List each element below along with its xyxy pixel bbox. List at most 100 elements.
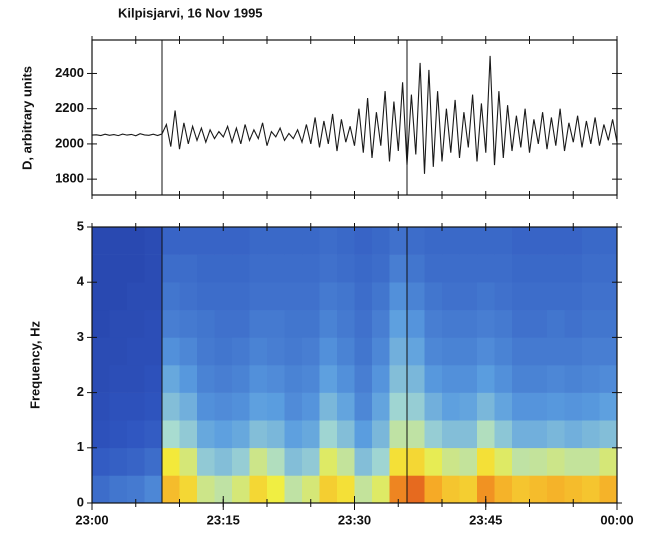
spectrogram-cell: [442, 475, 460, 504]
spectrogram-cell: [494, 420, 513, 449]
spectrogram-cell: [109, 420, 128, 449]
spectrogram-cell: [407, 365, 425, 393]
spectrogram-cell: [284, 420, 303, 449]
spectrogram-cell: [214, 337, 233, 366]
spectrogram-cell: [267, 227, 285, 255]
spectrogram-cell: [599, 365, 618, 393]
spectrogram-cell: [92, 475, 110, 504]
spectrogram-cell: [529, 227, 548, 255]
spectrogram-cell: [442, 227, 460, 255]
spectrogram-cell: [564, 365, 583, 393]
spectrogram-cell: [354, 309, 373, 338]
spectrogram-cell: [232, 365, 250, 393]
spectrogram-cell: [214, 392, 233, 421]
spectrogram-cell: [92, 365, 110, 393]
x-tick-label: 23:15: [207, 512, 240, 527]
spectrogram-cell: [529, 309, 548, 338]
spectrogram-cell: [319, 392, 338, 421]
spectrogram-cell: [459, 227, 478, 255]
spectrogram-cell: [92, 309, 110, 338]
spectrogram-cell: [109, 254, 128, 283]
spectrogram-cell: [407, 337, 425, 366]
spectrogram-cell: [459, 337, 478, 366]
spectrogram-cell: [424, 392, 443, 421]
spectrogram-cell: [372, 337, 390, 366]
spectrogram-cell: [372, 475, 390, 504]
spectrogram-cell: [109, 365, 128, 393]
spectrogram-cell: [284, 337, 303, 366]
spectrogram-cell: [162, 227, 180, 255]
spectrogram-cell: [214, 309, 233, 338]
spectrogram-cell: [564, 254, 583, 283]
spectrogram-cell: [459, 309, 478, 338]
spectrogram-cell: [127, 227, 145, 255]
spectrogram-cell: [424, 309, 443, 338]
spectrogram-cell: [127, 420, 145, 449]
spectrogram-cell: [512, 447, 530, 476]
spectrogram-cell: [92, 392, 110, 421]
spectrogram-cell: [127, 282, 145, 311]
spectrogram-cell: [249, 254, 268, 283]
spectrogram-cell: [512, 227, 530, 255]
spectrogram-cell: [477, 420, 495, 449]
spectrogram-cell: [389, 420, 408, 449]
spectrogram-cell: [494, 447, 513, 476]
spectrogram-cell: [127, 475, 145, 504]
spectrogram-cell: [319, 475, 338, 504]
spectrogram-cell: [424, 420, 443, 449]
spectrogram-cell: [179, 475, 198, 504]
x-tick-label: 00:00: [600, 512, 633, 527]
spectrogram-cell: [459, 447, 478, 476]
spectrogram-cell: [372, 392, 390, 421]
spectrogram-cell: [162, 365, 180, 393]
spectrogram-cell: [144, 420, 163, 449]
spectrogram-cell: [547, 282, 565, 311]
spectrogram-cell: [267, 254, 285, 283]
spectrogram-cell: [319, 365, 338, 393]
spectrogram-cell: [424, 337, 443, 366]
spectrogram-cell: [354, 282, 373, 311]
spectrogram-cell: [424, 365, 443, 393]
spectrogram-cell: [249, 227, 268, 255]
y-tick-label: 2400: [55, 65, 84, 80]
spectrogram-cell: [372, 282, 390, 311]
y-tick-label: 3: [77, 329, 84, 344]
spectrogram-cell: [547, 420, 565, 449]
spectrogram-cell: [512, 282, 530, 311]
spectrogram-cell: [529, 447, 548, 476]
spectrogram-cell: [354, 254, 373, 283]
spectrogram-cell: [179, 254, 198, 283]
spectrogram-cell: [494, 254, 513, 283]
spectrogram-cell: [582, 447, 600, 476]
spectrogram-cell: [512, 475, 530, 504]
spectrogram-cell: [354, 227, 373, 255]
plot-frame: [91, 39, 618, 196]
spectrogram-cell: [144, 337, 163, 366]
spectrogram-cell: [459, 365, 478, 393]
spectrogram-cell: [459, 254, 478, 283]
spectrogram-cell: [267, 475, 285, 504]
spectrogram-cell: [302, 337, 320, 366]
spectrogram-cell: [564, 447, 583, 476]
spectrogram-cell: [494, 282, 513, 311]
spectrogram-cell: [319, 227, 338, 255]
spectrogram-cell: [354, 420, 373, 449]
spectrogram-cell: [494, 337, 513, 366]
spectrogram-cell: [179, 227, 198, 255]
spectrogram-cell: [284, 447, 303, 476]
spectrogram-cell: [319, 447, 338, 476]
spectrogram-cell: [407, 309, 425, 338]
spectrogram-cell: [232, 392, 250, 421]
spectrogram-cell: [442, 254, 460, 283]
spectrogram-cell: [354, 447, 373, 476]
spectrogram-cell: [162, 420, 180, 449]
spectrogram-cell: [162, 337, 180, 366]
spectrogram-cell: [582, 227, 600, 255]
spectrogram-cell: [92, 447, 110, 476]
spectrogram-cell: [197, 337, 215, 366]
spectrogram-cell: [354, 365, 373, 393]
spectrogram-cell: [249, 282, 268, 311]
spectrogram-cell: [442, 392, 460, 421]
x-tick-label: 23:30: [338, 512, 371, 527]
spectrogram-cell: [372, 227, 390, 255]
